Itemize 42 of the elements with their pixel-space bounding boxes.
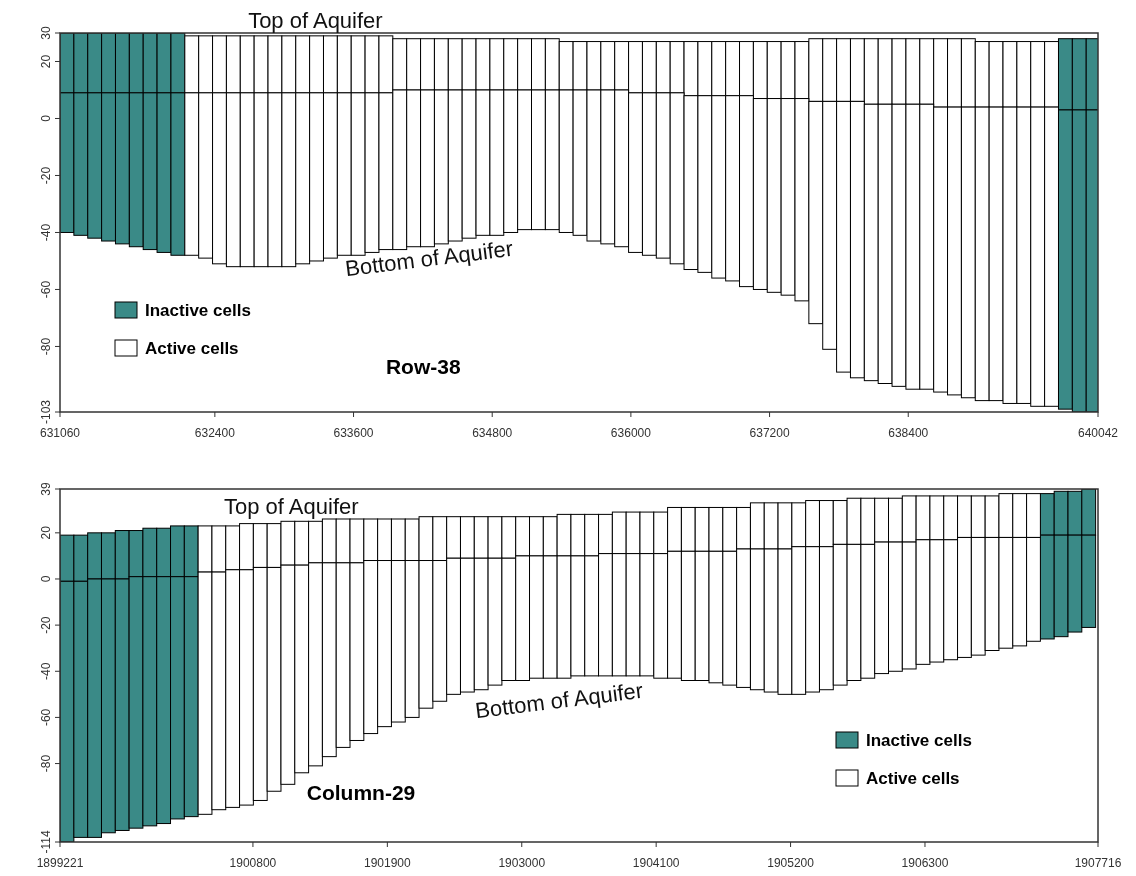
y-tick-label: 0 [39,575,53,583]
x-tick-label: 638400 [888,426,929,440]
y-tick-label: -103 [39,399,53,425]
y-tick-label: 0 [39,114,53,122]
y-tick-label: -114 [39,830,53,854]
y-tick-label: -60 [39,708,53,727]
y-tick-label: -80 [39,337,53,356]
x-tick-label: 1900800 [229,856,277,870]
x-tick-label: 1905200 [767,856,815,870]
y-tick-label: -40 [39,662,53,680]
y-tick-label: 39 [39,482,53,496]
legend-label: Active cells [145,339,239,358]
x-tick-label: 632400 [194,426,236,440]
y-tick-label: -40 [39,223,53,242]
x-tick-label: 1899221 [36,856,84,870]
text: Row-38 [385,355,461,379]
y-tick-label: -20 [39,166,53,185]
x-tick-label: 1906300 [901,856,949,870]
y-tick-label: 20 [39,525,53,540]
x-tick-label: 1901900 [363,856,412,870]
legend-label: Inactive cells [866,731,972,750]
y-tick-label: -60 [39,280,53,299]
legend-label: Inactive cells [145,301,251,320]
y-tick-label: -80 [39,754,53,773]
text: Column-29 [306,780,416,804]
legend-label: Active cells [866,769,960,788]
x-tick-label: 633600 [333,426,374,440]
y-tick-label: -20 [39,616,53,634]
x-tick-label: 1903000 [498,856,546,870]
x-tick-label: 1907716 [1074,856,1122,870]
x-tick-label: 640042 [1077,426,1119,440]
x-tick-label: 631060 [39,426,81,440]
x-tick-label: 636000 [610,426,652,440]
annotation: Bottom of Aquifer [473,677,645,724]
annotation: Top of Aquifer [224,493,359,519]
annotation: Bottom of Aquifer [343,235,515,282]
x-tick-label: 634800 [472,426,513,440]
x-tick-label: 1904100 [632,856,680,870]
y-tick-label: 20 [39,54,53,69]
annotation: Top of Aquifer [248,8,383,33]
x-tick-label: 637200 [749,426,790,440]
y-tick-label: 30 [39,26,53,40]
